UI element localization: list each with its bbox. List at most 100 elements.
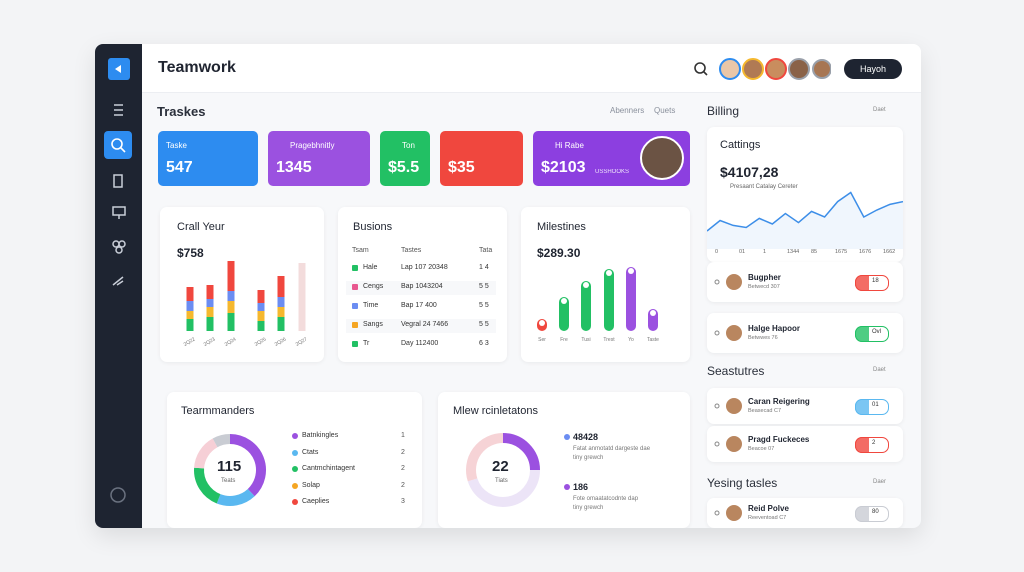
avatar[interactable]	[742, 58, 764, 80]
item-name: Reid Polve	[748, 504, 789, 513]
donut-card: Mlew rcinletatons 22 Tiats 48428 Fatat anmot…	[438, 392, 690, 528]
card-title: Busions	[353, 221, 393, 233]
x-tick-label: Ser	[538, 337, 546, 343]
x-tick-label: 1	[763, 249, 766, 255]
avatar[interactable]	[765, 58, 787, 80]
x-tick-label: 2Q23	[203, 336, 217, 347]
table-cell: 6 3	[479, 340, 489, 347]
avatar[interactable]	[719, 58, 741, 80]
column-header: Tastes	[401, 247, 422, 254]
legend-count: 2	[401, 465, 405, 472]
card-title: Milestines	[537, 221, 586, 233]
stat-value: 1345	[276, 159, 312, 176]
stat-label: Ton	[402, 141, 415, 150]
menu-icon[interactable]	[114, 104, 123, 116]
x-tick-label: Trest	[603, 337, 615, 343]
settings-icon[interactable]	[110, 487, 126, 503]
x-tick-label: Taste	[647, 337, 659, 343]
table-row[interactable]	[346, 300, 496, 314]
x-tick-label: 2Q25	[254, 336, 268, 347]
table-cell: 1 4	[479, 264, 489, 271]
avatar[interactable]	[788, 58, 810, 80]
table-cell: Vegral 24 7466	[401, 321, 449, 328]
legend-count: 2	[401, 481, 405, 489]
section-title: Yesing tasles	[707, 476, 778, 490]
stat-card[interactable]: Taske 547	[158, 131, 258, 186]
sidebar-icons	[104, 58, 132, 503]
chart-area	[714, 436, 742, 452]
badge-fill	[855, 506, 869, 522]
bar-segment	[257, 290, 265, 303]
row-dot	[352, 284, 358, 290]
x-tick-label: 2Q22	[183, 336, 197, 347]
bar-segment	[227, 261, 235, 291]
table-row[interactable]	[346, 319, 496, 333]
header-button[interactable]: Hayoh	[844, 59, 902, 79]
amount: $289.30	[537, 246, 581, 260]
filter: Abenners	[610, 106, 645, 115]
list-item[interactable]: Bugpher Betwecd 307 18	[707, 262, 903, 302]
bullet	[714, 403, 720, 409]
table-cell: 5 5	[479, 321, 489, 328]
bar-cap	[606, 270, 612, 276]
section-title: Billing	[707, 104, 740, 118]
table-row[interactable]	[346, 281, 496, 295]
legend-dot	[292, 482, 298, 489]
bar-segment	[277, 307, 285, 317]
bullet	[714, 330, 720, 336]
table-cell: Hale	[363, 264, 378, 271]
stat-card[interactable]: Ton $5.5	[380, 131, 430, 186]
legend-label: Caeplies	[302, 498, 330, 505]
bar-segment	[186, 319, 194, 331]
table-cell: Time	[363, 302, 379, 309]
donut-segment	[229, 434, 266, 497]
chart-area	[714, 325, 742, 341]
chart-area: 2Q22 2Q23 2Q24 2Q25 2Q26 2Q27	[183, 261, 308, 348]
bar-segment	[206, 299, 214, 307]
bar-segment	[206, 285, 214, 299]
stat-label: Pragebhnitly	[290, 141, 335, 150]
line-area	[707, 192, 903, 249]
table-cell: Bap 1043204	[401, 283, 443, 290]
bar-segment	[206, 317, 214, 331]
stat-card[interactable]: Hi Rabe $2103 USSHOOKS	[533, 131, 690, 186]
item-name: Bugpher	[748, 273, 781, 282]
bar-segment	[186, 287, 194, 301]
group-icon[interactable]	[112, 240, 120, 248]
chart-area	[194, 434, 266, 506]
table-cell: Tr	[363, 340, 370, 347]
item-name: Pragd Fuckeces	[748, 435, 810, 444]
avatar	[726, 325, 742, 341]
table-cell: Sangs	[363, 321, 383, 328]
chart-area: Ser Fre Tusi Trest Yo Taste	[537, 267, 659, 343]
logo-glyph	[115, 65, 121, 73]
monitor-icon[interactable]	[112, 206, 126, 219]
item-name: Caran Reigering	[748, 397, 810, 406]
legend-label: Solap	[302, 481, 320, 489]
list-item[interactable]: Caran Reigering Beasecad C7 01	[707, 388, 903, 424]
x-tick-label: 2Q26	[274, 336, 288, 347]
table-cell: Cengs	[363, 283, 384, 290]
item-sub: Beasecad C7	[748, 408, 782, 414]
profile-photo	[640, 136, 684, 180]
bar-segment	[186, 311, 194, 319]
table-row[interactable]	[346, 262, 496, 276]
stat-card[interactable]: Pragebhnitly 1345	[268, 131, 370, 186]
table-row[interactable]	[346, 338, 496, 352]
x-tick-label: 2Q24	[224, 336, 238, 347]
doc-icon[interactable]	[113, 174, 123, 188]
list-item[interactable]: Pragd Fuckeces Beacoe 07 2	[707, 426, 903, 462]
active-nav[interactable]	[104, 131, 132, 159]
avatar	[726, 505, 742, 521]
avatar[interactable]	[812, 59, 831, 79]
search-icon[interactable]	[694, 62, 706, 74]
x-tick-label: 1662	[883, 249, 895, 255]
card-title: Tearmmanders	[181, 405, 255, 417]
filter: Daet	[873, 107, 886, 113]
list-item[interactable]: Reid Polve Reeventoad C7 80	[707, 498, 903, 528]
list-item[interactable]: Halge Hapoor Betwwes 76 Ovl	[707, 313, 903, 353]
tool-icon[interactable]	[112, 276, 124, 286]
bar	[604, 269, 614, 332]
stat-card[interactable]: $35	[440, 131, 523, 186]
